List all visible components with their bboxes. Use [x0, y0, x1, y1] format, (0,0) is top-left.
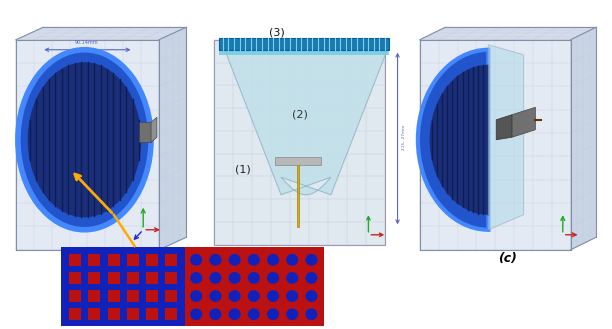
Ellipse shape	[267, 290, 279, 302]
Bar	[146, 254, 158, 266]
Text: (b): (b)	[296, 252, 316, 265]
Bar	[218, 48, 389, 55]
Ellipse shape	[190, 272, 202, 284]
Bar	[165, 254, 177, 266]
Bar	[275, 157, 321, 165]
Ellipse shape	[209, 254, 222, 266]
Bar	[127, 308, 139, 320]
Bar	[108, 290, 119, 302]
Ellipse shape	[228, 254, 241, 266]
Bar	[146, 290, 158, 302]
Bar	[69, 254, 81, 266]
Bar	[127, 272, 139, 284]
Ellipse shape	[305, 290, 318, 302]
Bar	[108, 308, 119, 320]
Ellipse shape	[286, 254, 298, 266]
Ellipse shape	[286, 308, 298, 320]
Text: (3): (3)	[269, 27, 285, 37]
Text: (c): (c)	[499, 252, 517, 265]
Ellipse shape	[305, 272, 318, 284]
Ellipse shape	[267, 272, 279, 284]
Text: 90.14mm: 90.14mm	[75, 40, 99, 45]
Polygon shape	[488, 45, 524, 230]
PathPatch shape	[223, 45, 389, 195]
Bar	[146, 272, 158, 284]
Ellipse shape	[190, 254, 202, 266]
Bar	[146, 308, 158, 320]
Ellipse shape	[305, 254, 318, 266]
Wedge shape	[418, 50, 488, 230]
Ellipse shape	[228, 272, 241, 284]
Bar	[165, 290, 177, 302]
Polygon shape	[151, 117, 157, 142]
Polygon shape	[570, 27, 596, 250]
Ellipse shape	[248, 308, 260, 320]
Bar	[88, 308, 100, 320]
Ellipse shape	[248, 290, 260, 302]
Bar	[127, 254, 139, 266]
Polygon shape	[420, 40, 570, 250]
Bar	[218, 38, 389, 50]
Bar	[69, 272, 81, 284]
Bar	[127, 290, 139, 302]
Text: 2.15...27mm: 2.15...27mm	[401, 124, 406, 150]
Ellipse shape	[209, 290, 222, 302]
Ellipse shape	[286, 272, 298, 284]
Bar	[69, 308, 81, 320]
Ellipse shape	[267, 254, 279, 266]
Bar	[108, 254, 119, 266]
Ellipse shape	[28, 62, 141, 217]
Ellipse shape	[18, 50, 151, 230]
Polygon shape	[496, 115, 512, 140]
Bar	[88, 272, 100, 284]
Polygon shape	[140, 122, 151, 142]
Text: (a): (a)	[90, 252, 110, 265]
Polygon shape	[420, 27, 596, 40]
Ellipse shape	[267, 308, 279, 320]
Text: 22...: 22...	[116, 100, 125, 108]
Bar	[214, 40, 385, 245]
Ellipse shape	[228, 290, 241, 302]
Ellipse shape	[228, 308, 241, 320]
Ellipse shape	[190, 308, 202, 320]
Text: (2): (2)	[292, 110, 308, 120]
Bar	[165, 272, 177, 284]
Bar	[297, 165, 299, 227]
Ellipse shape	[305, 308, 318, 320]
Bar	[88, 290, 100, 302]
Ellipse shape	[209, 272, 222, 284]
Ellipse shape	[209, 308, 222, 320]
Bar	[185, 247, 324, 326]
Ellipse shape	[286, 290, 298, 302]
Polygon shape	[16, 40, 159, 250]
Bar	[165, 308, 177, 320]
Bar	[88, 254, 100, 266]
Bar	[69, 290, 81, 302]
Ellipse shape	[190, 290, 202, 302]
Text: (1): (1)	[235, 165, 251, 175]
Polygon shape	[16, 27, 186, 40]
Bar	[61, 247, 185, 326]
Polygon shape	[512, 107, 536, 137]
Ellipse shape	[248, 254, 260, 266]
Polygon shape	[159, 27, 186, 250]
Bar	[108, 272, 119, 284]
Ellipse shape	[248, 272, 260, 284]
Wedge shape	[430, 65, 488, 215]
